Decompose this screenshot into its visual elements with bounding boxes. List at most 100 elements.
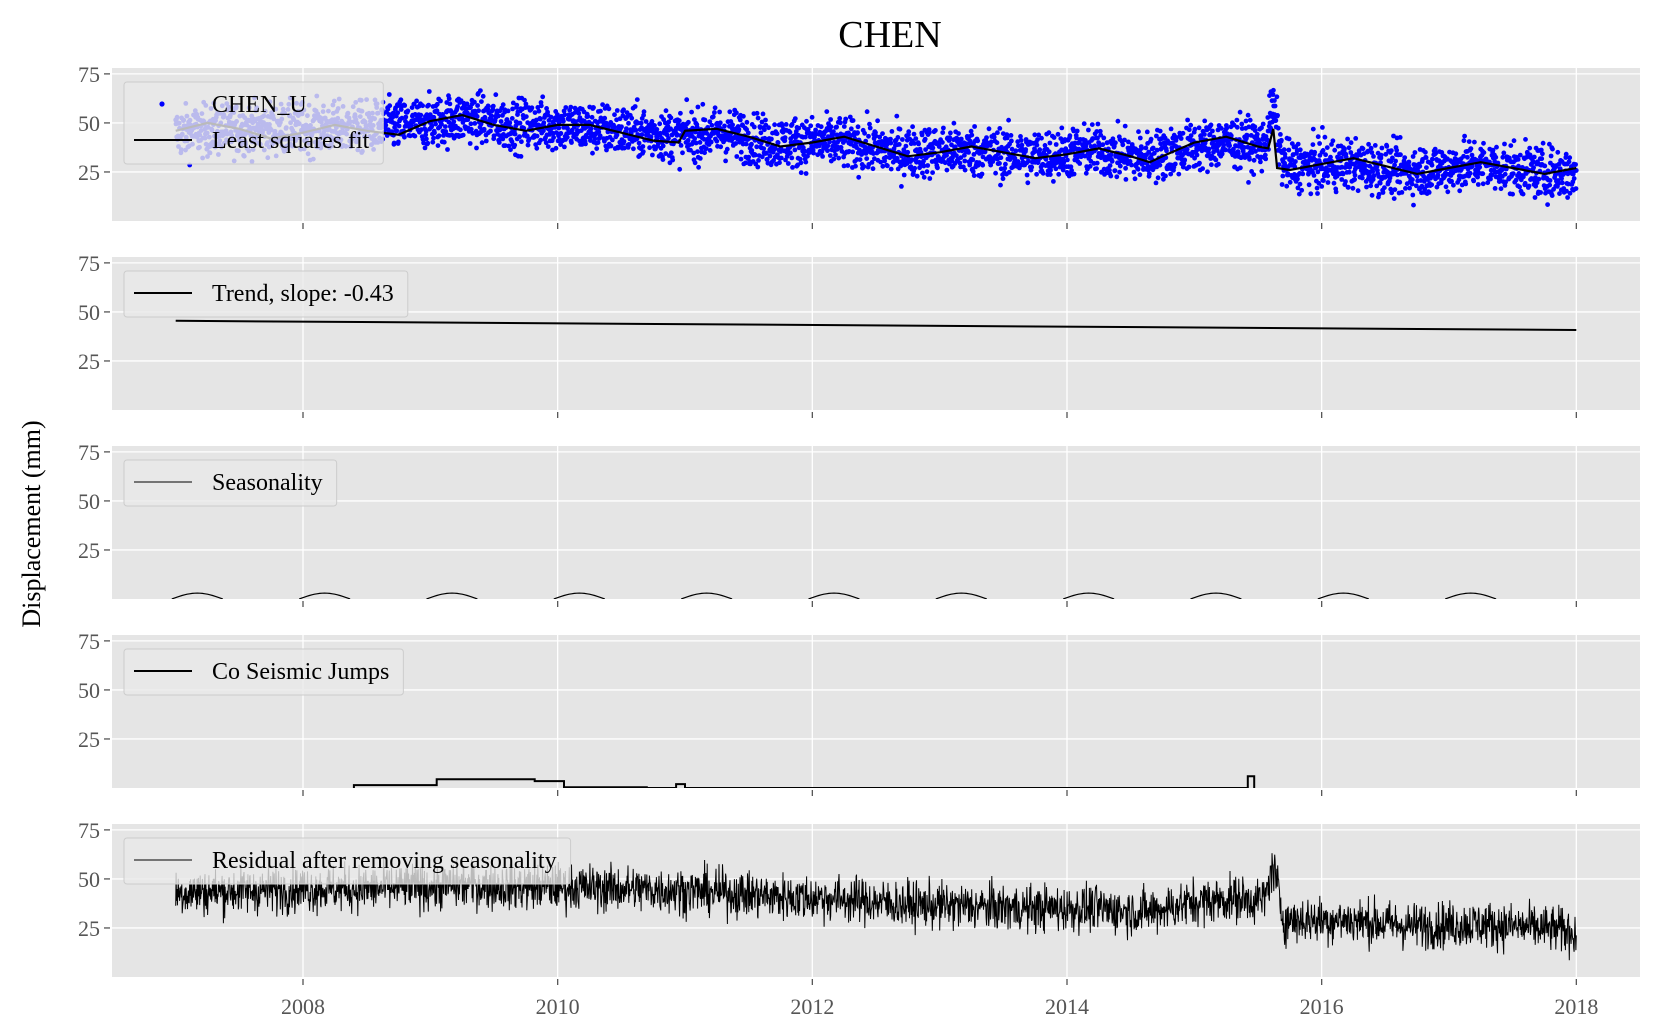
observation-point xyxy=(1317,141,1322,146)
observation-point xyxy=(433,121,438,127)
observation-point xyxy=(1324,145,1330,151)
observation-point xyxy=(655,141,661,146)
observation-point xyxy=(396,139,401,145)
observation-point xyxy=(730,122,735,128)
observation-point xyxy=(666,119,672,125)
observation-point xyxy=(1059,125,1065,131)
observation-point xyxy=(676,118,682,124)
observation-point xyxy=(541,120,547,126)
observation-point xyxy=(970,169,976,175)
observation-point xyxy=(1449,178,1454,184)
observation-point xyxy=(395,110,401,116)
observation-point xyxy=(1314,185,1320,191)
observation-point xyxy=(639,132,645,138)
observation-point xyxy=(896,142,902,147)
y-axis-label: Displacement (mm) xyxy=(17,420,46,627)
observation-point xyxy=(917,165,922,171)
observation-point xyxy=(383,122,389,128)
y-tick-label: 50 xyxy=(78,489,100,514)
observation-point xyxy=(922,136,928,142)
observation-point xyxy=(578,128,584,134)
observation-point xyxy=(803,171,809,176)
observation-point xyxy=(1194,152,1200,158)
observation-point xyxy=(1144,129,1150,135)
observation-point xyxy=(1251,157,1257,163)
observation-point xyxy=(1345,136,1350,142)
observation-point xyxy=(621,107,626,113)
observation-point xyxy=(504,117,510,122)
observation-point xyxy=(888,136,893,142)
observation-point xyxy=(551,135,556,140)
observation-point xyxy=(820,154,825,159)
observation-point xyxy=(925,163,931,168)
observation-point xyxy=(889,129,895,134)
observation-point xyxy=(592,136,598,142)
observation-point xyxy=(1039,135,1044,141)
observation-point xyxy=(636,140,642,146)
observation-point xyxy=(523,114,529,119)
observation-point xyxy=(846,149,852,154)
y-tick-label: 75 xyxy=(78,629,100,654)
observation-point xyxy=(761,146,767,152)
observation-point xyxy=(1168,171,1174,177)
observation-point xyxy=(418,112,424,118)
observation-point xyxy=(396,123,402,129)
observation-point xyxy=(1270,92,1276,97)
observation-point xyxy=(763,117,768,123)
observation-point xyxy=(1046,130,1052,136)
observation-point xyxy=(1123,165,1128,171)
observation-point xyxy=(631,146,636,152)
observation-point xyxy=(1359,175,1365,181)
observation-point xyxy=(913,136,919,142)
observation-point xyxy=(479,140,485,146)
observation-point xyxy=(1094,166,1099,172)
observation-point xyxy=(1475,182,1481,187)
observation-point xyxy=(787,129,793,135)
observation-point xyxy=(789,155,795,161)
observation-point xyxy=(563,105,569,110)
observation-point xyxy=(1371,154,1376,159)
observation-point xyxy=(386,92,392,97)
legend-box xyxy=(123,648,404,696)
observation-point xyxy=(654,126,660,132)
observation-point xyxy=(604,147,609,153)
x-tick-label: 2008 xyxy=(281,994,325,1019)
observation-point xyxy=(632,104,638,109)
x-tick-label: 2016 xyxy=(1300,994,1344,1019)
observation-point xyxy=(1216,161,1221,167)
observation-point xyxy=(802,148,808,154)
observation-point xyxy=(1388,186,1394,192)
observation-point xyxy=(439,121,444,127)
observation-point xyxy=(1390,155,1395,161)
observation-point xyxy=(448,109,454,114)
observation-point xyxy=(905,149,911,155)
observation-point xyxy=(1393,158,1398,164)
observation-point xyxy=(693,140,699,146)
observation-point xyxy=(692,136,698,141)
observation-point xyxy=(545,144,551,150)
observation-point xyxy=(998,155,1004,161)
observation-point xyxy=(629,115,635,121)
observation-point xyxy=(841,124,847,129)
observation-point xyxy=(741,113,746,119)
observation-point xyxy=(1339,177,1345,182)
observation-point xyxy=(1310,126,1316,132)
observation-point xyxy=(710,114,716,120)
observation-point xyxy=(843,138,848,143)
observation-point xyxy=(1555,149,1561,155)
observation-point xyxy=(617,116,623,122)
observation-point xyxy=(649,119,655,124)
observation-point xyxy=(1087,163,1093,169)
observation-point xyxy=(743,160,748,166)
legend-box xyxy=(123,270,409,318)
observation-point xyxy=(772,122,777,128)
jump-line xyxy=(352,775,1256,788)
observation-point xyxy=(700,131,706,136)
legend-label: Least squares fit xyxy=(212,128,370,154)
observation-point xyxy=(1377,180,1383,186)
observation-point xyxy=(399,115,405,121)
observation-point xyxy=(901,172,907,178)
observation-point xyxy=(1055,131,1061,137)
observation-point xyxy=(402,103,408,108)
observation-point xyxy=(923,147,928,153)
